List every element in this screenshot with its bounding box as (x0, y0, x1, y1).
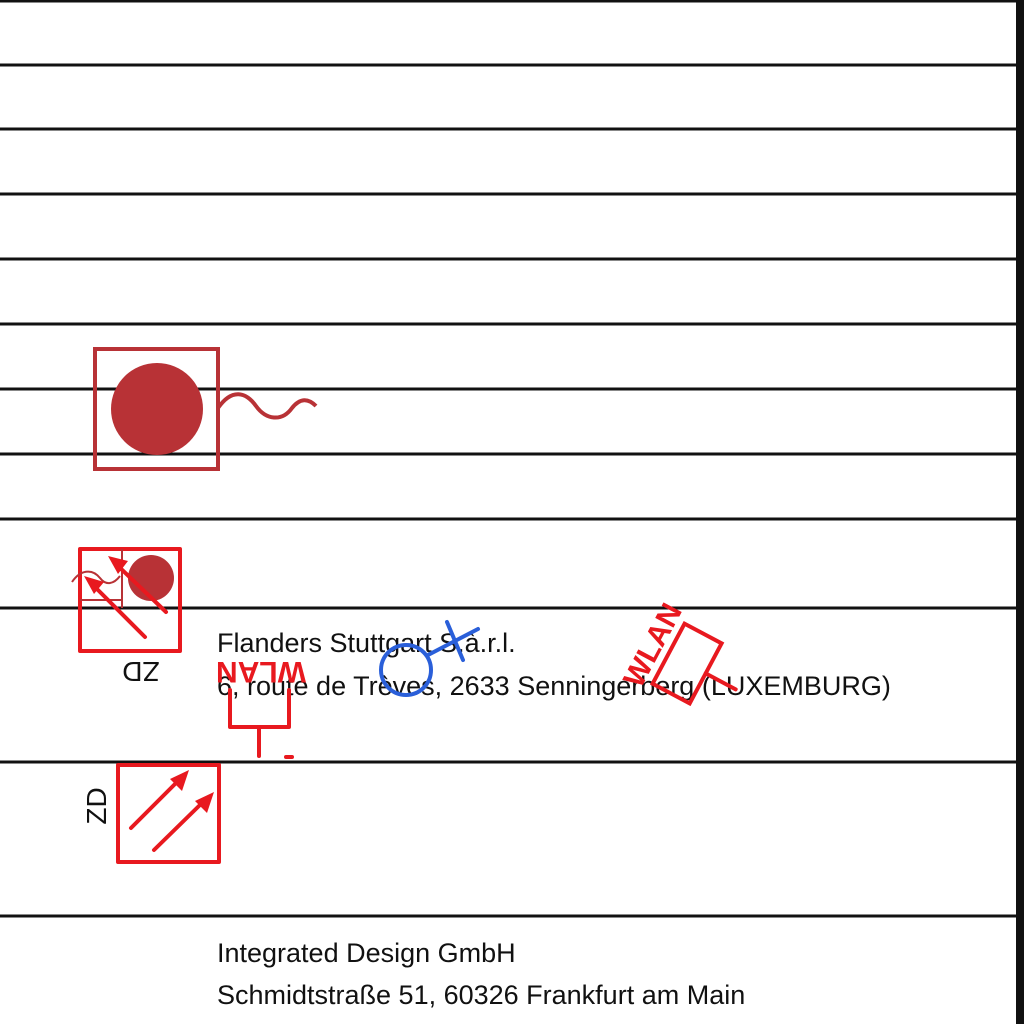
address-1-company: Flanders Stuttgart S.à.r.l. (217, 628, 516, 658)
wlan-antenna-icon: WLAN (216, 655, 306, 759)
address-2-street: Schmidtstraße 51, 60326 Frankfurt am Mai… (217, 980, 745, 1010)
zd-label-lower: ZD (81, 787, 112, 824)
wlan-label-left: WLAN (216, 655, 306, 688)
blue-marker-icon (379, 620, 480, 697)
horn-siren-icon (93, 347, 318, 471)
ruled-lines (0, 0, 1016, 918)
address-1-street: 6, route de Trèves, 2633 Senningerberg (… (217, 671, 891, 701)
smoke-detector-icon: ZD (71, 547, 182, 687)
right-border (1016, 0, 1024, 1024)
address-2-company: Integrated Design GmbH (217, 938, 516, 968)
entry-arrows-icon: ZD (81, 763, 221, 864)
wlan-antenna-icon: WLAN (617, 598, 738, 707)
zd-label-upper: ZD (122, 656, 159, 687)
